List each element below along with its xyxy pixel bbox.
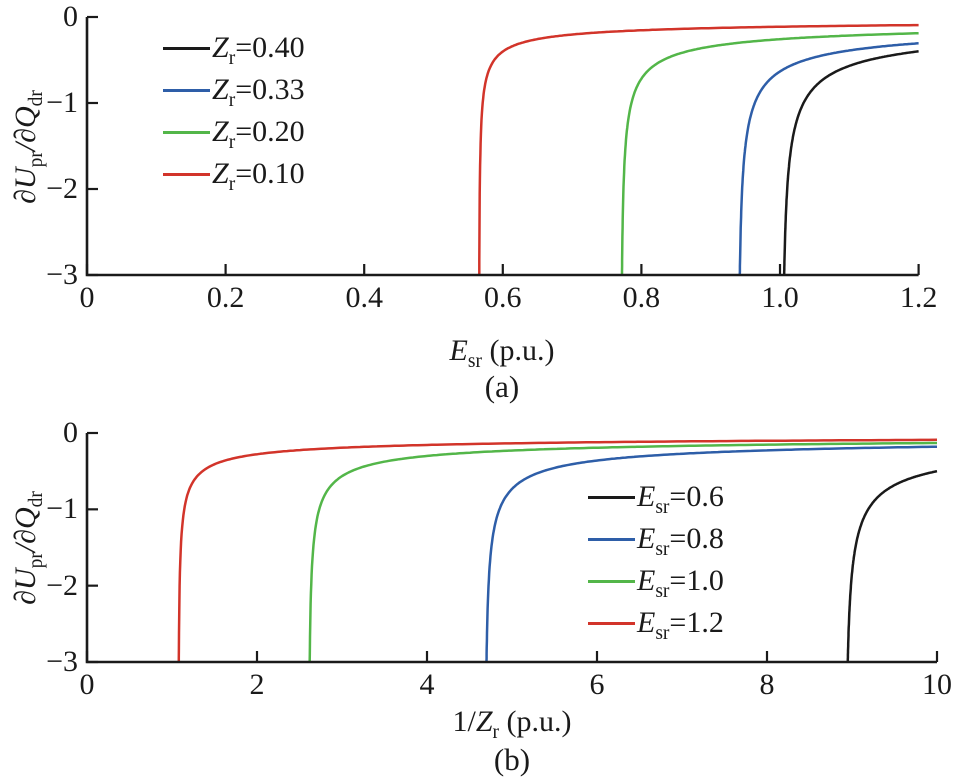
legend-item-z-0.40: Zr=0.40	[163, 27, 305, 69]
legend-a: Zr=0.40 Zr=0.33 Zr=0.20 Zr=0.10	[163, 27, 305, 195]
xlabel-sub: r	[492, 722, 500, 743]
legend-label: Esr=0.8	[637, 522, 724, 560]
legend-label: Esr=1.2	[637, 606, 724, 644]
legend-item-z-0.33: Zr=0.33	[163, 69, 305, 111]
xlabel-symbol: Z	[475, 705, 493, 738]
panel-b-xaxis-label: 1/Zr (p.u.)	[452, 705, 572, 742]
curve-a-zr-0.10	[478, 23, 919, 275]
xlabel-units: (p.u.)	[481, 334, 555, 367]
legend-label: Esr=1.0	[637, 564, 724, 602]
xlabel-pre: 1/	[452, 705, 476, 738]
legend-item-z-0.10: Zr=0.10	[163, 153, 305, 195]
legend-item-e-0.6: Esr=0.6	[588, 476, 724, 518]
legend-label: Zr=0.10	[212, 157, 305, 195]
legend-item-e-1.2: Esr=1.2	[588, 602, 724, 644]
ylabel-dU: ∂U	[9, 167, 42, 204]
xlabel-sub: sr	[467, 351, 482, 372]
ylabel-dQ: /∂Q	[9, 507, 42, 553]
curve-a-zr-0.20	[620, 31, 919, 276]
legend-line-swatch	[163, 88, 210, 92]
legend-line-swatch	[588, 579, 635, 583]
legend-line-swatch	[588, 621, 635, 625]
legend-item-z-0.20: Zr=0.20	[163, 111, 305, 153]
ylabel-sub-pr: pr	[26, 151, 47, 168]
curve-b-esr-1.0	[308, 441, 937, 662]
xlabel-symbol: E	[449, 334, 468, 367]
legend-line-swatch	[588, 537, 635, 541]
xlabel-units: (p.u.)	[499, 705, 572, 738]
legend-b: Esr=0.6 Esr=0.8 Esr=1.0 Esr=1.2	[588, 476, 724, 644]
legend-line-swatch	[163, 130, 210, 134]
legend-item-e-0.8: Esr=0.8	[588, 518, 724, 560]
legend-item-e-1.0: Esr=1.0	[588, 560, 724, 602]
legend-line-swatch	[163, 46, 210, 50]
curve-b-esr-0.6	[846, 469, 938, 664]
ylabel-dU: ∂U	[9, 568, 42, 605]
curve-a-zr-0.33	[738, 42, 919, 276]
legend-label: Zr=0.33	[212, 73, 305, 111]
legend-label: Zr=0.20	[212, 115, 305, 153]
legend-line-swatch	[163, 172, 210, 176]
curve-b-esr-1.2	[177, 438, 938, 662]
panel-b-yaxis-label: ∂Upr/∂Qdr	[9, 491, 47, 605]
ylabel-dQ: /∂Q	[9, 106, 42, 152]
panel-b-axes	[85, 433, 937, 664]
ylabel-sub-dr: dr	[26, 491, 47, 508]
panel-a-caption: (a)	[484, 369, 520, 404]
curve-b-esr-0.8	[485, 445, 938, 663]
panel-b-caption: (b)	[493, 742, 531, 777]
panel-a-xaxis-label: Esr (p.u.)	[449, 334, 555, 371]
ylabel-sub-dr: dr	[26, 90, 47, 107]
curve-a-zr-0.40	[782, 50, 919, 277]
legend-label: Zr=0.40	[212, 31, 305, 69]
legend-label: Esr=0.6	[637, 480, 724, 518]
legend-line-swatch	[588, 495, 635, 499]
panel-a-yaxis-label: ∂Upr/∂Qdr	[9, 90, 47, 204]
ylabel-sub-pr: pr	[26, 552, 47, 569]
